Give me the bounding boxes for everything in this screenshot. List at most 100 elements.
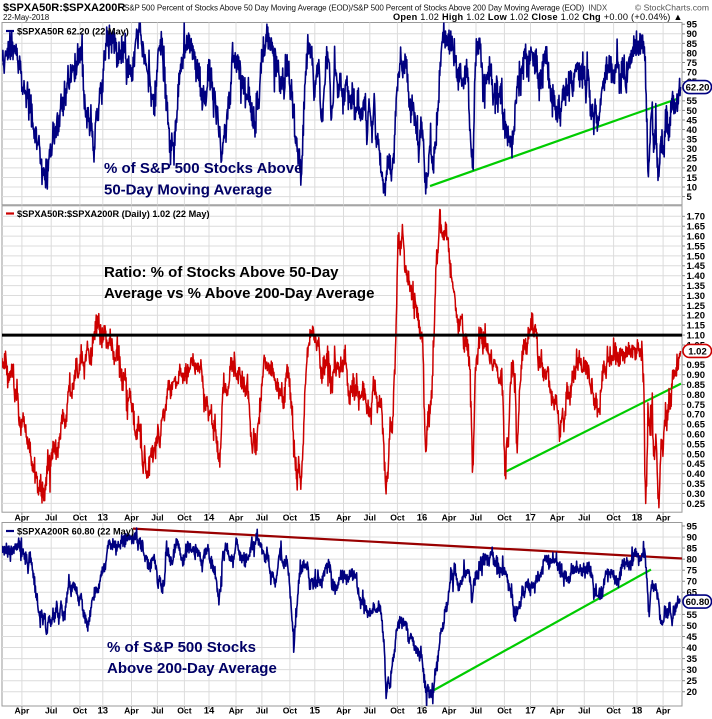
svg-text:Apr: Apr bbox=[336, 706, 351, 716]
svg-text:Average vs % Above 200-Day Ave: Average vs % Above 200-Day Average bbox=[104, 285, 374, 302]
svg-text:Apr: Apr bbox=[656, 706, 671, 716]
svg-text:16: 16 bbox=[417, 512, 428, 523]
svg-text:25: 25 bbox=[687, 154, 698, 165]
svg-text:1.40: 1.40 bbox=[687, 271, 706, 282]
svg-text:Jul: Jul bbox=[45, 512, 57, 522]
svg-text:Oct: Oct bbox=[177, 512, 191, 522]
svg-text:10: 10 bbox=[687, 182, 698, 193]
svg-text:Ratio: % of Stocks Above 50-Da: Ratio: % of Stocks Above 50-Day bbox=[104, 264, 339, 281]
svg-text:0.35: 0.35 bbox=[687, 479, 706, 490]
svg-text:Oct: Oct bbox=[177, 706, 191, 716]
svg-text:15: 15 bbox=[310, 706, 321, 717]
svg-text:$SPXA50R:$SPXA200R: $SPXA50R:$SPXA200R bbox=[3, 2, 125, 14]
svg-text:80: 80 bbox=[687, 48, 698, 59]
svg-text:Apr: Apr bbox=[336, 512, 351, 522]
svg-text:1.50: 1.50 bbox=[687, 251, 706, 262]
svg-text:Apr: Apr bbox=[124, 706, 139, 716]
svg-text:Oct: Oct bbox=[606, 512, 620, 522]
svg-text:Apr: Apr bbox=[550, 706, 565, 716]
svg-text:$SPXA200R 60.80 (22 May): $SPXA200R 60.80 (22 May) bbox=[17, 527, 134, 537]
svg-text:Jul: Jul bbox=[151, 512, 163, 522]
svg-text:Oct: Oct bbox=[73, 706, 87, 716]
svg-text:Apr: Apr bbox=[442, 706, 457, 716]
svg-text:0.95: 0.95 bbox=[687, 360, 706, 371]
svg-text:70: 70 bbox=[687, 67, 698, 78]
svg-text:45: 45 bbox=[687, 632, 698, 643]
svg-text:14: 14 bbox=[204, 512, 215, 523]
svg-text:95: 95 bbox=[687, 20, 698, 31]
svg-text:15: 15 bbox=[687, 173, 698, 184]
svg-text:Oct: Oct bbox=[606, 706, 620, 716]
svg-text:0.75: 0.75 bbox=[687, 400, 706, 411]
svg-text:13: 13 bbox=[98, 706, 109, 717]
svg-text:Jul: Jul bbox=[578, 706, 590, 716]
svg-text:Oct: Oct bbox=[390, 512, 404, 522]
svg-text:$SPXA50R 62.20 (22 May): $SPXA50R 62.20 (22 May) bbox=[17, 27, 129, 37]
svg-text:85: 85 bbox=[687, 39, 698, 50]
svg-text:Oct: Oct bbox=[283, 706, 297, 716]
svg-text:Apr: Apr bbox=[550, 512, 565, 522]
svg-text:0.40: 0.40 bbox=[687, 469, 706, 480]
svg-text:0.85: 0.85 bbox=[687, 380, 706, 391]
svg-text:Apr: Apr bbox=[229, 706, 244, 716]
svg-text:Oct: Oct bbox=[73, 512, 87, 522]
svg-text:40: 40 bbox=[687, 125, 698, 136]
svg-text:0.60: 0.60 bbox=[687, 430, 706, 441]
svg-text:35: 35 bbox=[687, 654, 698, 665]
svg-text:60.80: 60.80 bbox=[686, 597, 710, 608]
svg-text:Open 1.02 High 1.02 Low 1.02 C: Open 1.02 High 1.02 Low 1.02 Close 1.02 … bbox=[393, 12, 683, 22]
svg-text:Oct: Oct bbox=[497, 706, 511, 716]
svg-text:Jul: Jul bbox=[364, 706, 376, 716]
svg-text:55: 55 bbox=[687, 610, 698, 621]
svg-text:20: 20 bbox=[687, 163, 698, 174]
svg-text:Above 200-Day Average: Above 200-Day Average bbox=[107, 660, 277, 677]
svg-text:80: 80 bbox=[687, 555, 698, 566]
svg-text:14: 14 bbox=[204, 706, 215, 717]
svg-text:17: 17 bbox=[525, 706, 536, 717]
svg-text:13: 13 bbox=[98, 512, 109, 523]
svg-text:1.25: 1.25 bbox=[687, 301, 706, 312]
svg-text:1.70: 1.70 bbox=[687, 212, 706, 223]
svg-text:0.45: 0.45 bbox=[687, 459, 706, 470]
svg-text:17: 17 bbox=[525, 512, 536, 523]
svg-text:1.15: 1.15 bbox=[687, 321, 706, 332]
svg-text:% of S&P 500 Stocks: % of S&P 500 Stocks bbox=[107, 639, 256, 656]
svg-text:75: 75 bbox=[687, 58, 698, 69]
svg-text:1.60: 1.60 bbox=[687, 232, 706, 243]
svg-text:30: 30 bbox=[687, 665, 698, 676]
svg-text:Jul: Jul bbox=[578, 512, 590, 522]
svg-text:Jul: Jul bbox=[256, 512, 268, 522]
svg-text:1.10: 1.10 bbox=[687, 331, 706, 342]
svg-text:0.70: 0.70 bbox=[687, 410, 706, 421]
svg-text:0.80: 0.80 bbox=[687, 390, 706, 401]
svg-text:0.90: 0.90 bbox=[687, 370, 706, 381]
svg-text:0.65: 0.65 bbox=[687, 420, 706, 431]
svg-text:35: 35 bbox=[687, 135, 698, 146]
svg-text:75: 75 bbox=[687, 566, 698, 577]
svg-text:18: 18 bbox=[632, 512, 643, 523]
svg-text:18: 18 bbox=[632, 706, 643, 717]
svg-text:0.55: 0.55 bbox=[687, 439, 706, 450]
svg-text:1.55: 1.55 bbox=[687, 241, 706, 252]
svg-text:Oct: Oct bbox=[390, 706, 404, 716]
svg-text:95: 95 bbox=[687, 521, 698, 532]
svg-text:20: 20 bbox=[687, 687, 698, 698]
svg-text:1.35: 1.35 bbox=[687, 281, 706, 292]
svg-text:16: 16 bbox=[417, 706, 428, 717]
svg-text:Jul: Jul bbox=[151, 706, 163, 716]
svg-text:Apr: Apr bbox=[442, 512, 457, 522]
svg-text:15: 15 bbox=[310, 512, 321, 523]
svg-text:50-Day Moving Average: 50-Day Moving Average bbox=[104, 182, 272, 199]
svg-text:% of S&P 500 Stocks Above: % of S&P 500 Stocks Above bbox=[104, 160, 302, 177]
svg-text:Apr: Apr bbox=[229, 512, 244, 522]
svg-text:Jul: Jul bbox=[364, 512, 376, 522]
svg-text:25: 25 bbox=[687, 676, 698, 687]
svg-text:Apr: Apr bbox=[124, 512, 139, 522]
svg-text:22-May-2018: 22-May-2018 bbox=[3, 13, 50, 22]
svg-text:Jul: Jul bbox=[45, 706, 57, 716]
svg-text:Oct: Oct bbox=[497, 512, 511, 522]
svg-text:50: 50 bbox=[687, 106, 698, 117]
svg-text:1.02: 1.02 bbox=[688, 346, 707, 357]
svg-text:© StockCharts.com: © StockCharts.com bbox=[635, 3, 709, 13]
svg-text:0.25: 0.25 bbox=[687, 499, 706, 510]
